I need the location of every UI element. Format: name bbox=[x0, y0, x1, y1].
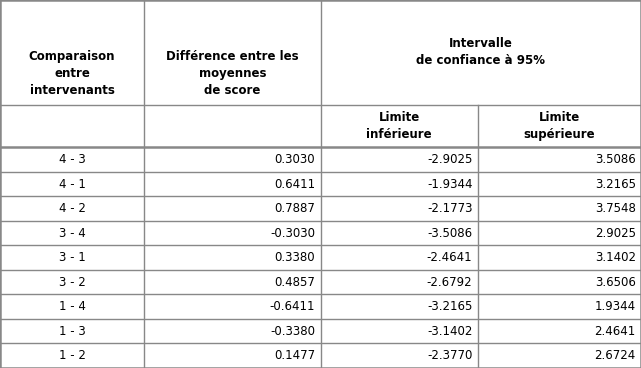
Text: -2.3770: -2.3770 bbox=[427, 349, 472, 362]
Text: 3 - 2: 3 - 2 bbox=[59, 276, 85, 289]
Text: 3.1402: 3.1402 bbox=[595, 251, 636, 264]
Text: 1.9344: 1.9344 bbox=[595, 300, 636, 313]
Text: -2.9025: -2.9025 bbox=[427, 153, 472, 166]
Text: 0.4857: 0.4857 bbox=[274, 276, 315, 289]
Text: 0.6411: 0.6411 bbox=[274, 177, 315, 191]
Text: -3.2165: -3.2165 bbox=[427, 300, 472, 313]
Text: 3.6506: 3.6506 bbox=[595, 276, 636, 289]
Text: 3 - 1: 3 - 1 bbox=[59, 251, 85, 264]
Text: -2.1773: -2.1773 bbox=[427, 202, 472, 215]
Text: Comparaison
entre
intervenants: Comparaison entre intervenants bbox=[29, 50, 115, 97]
Text: 0.1477: 0.1477 bbox=[274, 349, 315, 362]
Text: 3.2165: 3.2165 bbox=[595, 177, 636, 191]
Text: Intervalle
de confiance à 95%: Intervalle de confiance à 95% bbox=[416, 38, 545, 67]
Text: -0.3380: -0.3380 bbox=[271, 325, 315, 338]
Text: 3.5086: 3.5086 bbox=[595, 153, 636, 166]
Text: 2.9025: 2.9025 bbox=[595, 227, 636, 240]
Text: Limite
supérieure: Limite supérieure bbox=[524, 111, 595, 141]
Text: -2.4641: -2.4641 bbox=[427, 251, 472, 264]
Text: -0.6411: -0.6411 bbox=[270, 300, 315, 313]
Text: 4 - 2: 4 - 2 bbox=[59, 202, 85, 215]
Text: -3.5086: -3.5086 bbox=[428, 227, 472, 240]
Text: 0.3380: 0.3380 bbox=[275, 251, 315, 264]
Text: 0.7887: 0.7887 bbox=[274, 202, 315, 215]
Text: -0.3030: -0.3030 bbox=[271, 227, 315, 240]
Text: 1 - 2: 1 - 2 bbox=[59, 349, 85, 362]
Text: 0.3030: 0.3030 bbox=[275, 153, 315, 166]
Text: 2.4641: 2.4641 bbox=[595, 325, 636, 338]
Text: 1 - 3: 1 - 3 bbox=[59, 325, 85, 338]
Text: 4 - 1: 4 - 1 bbox=[59, 177, 85, 191]
Text: 3.7548: 3.7548 bbox=[595, 202, 636, 215]
Text: -2.6792: -2.6792 bbox=[427, 276, 472, 289]
Text: 3 - 4: 3 - 4 bbox=[59, 227, 85, 240]
Text: Limite
inférieure: Limite inférieure bbox=[366, 111, 432, 141]
Text: Différence entre les
moyennes
de score: Différence entre les moyennes de score bbox=[166, 50, 299, 97]
Text: -1.9344: -1.9344 bbox=[427, 177, 472, 191]
Text: -3.1402: -3.1402 bbox=[427, 325, 472, 338]
Text: 1 - 4: 1 - 4 bbox=[59, 300, 85, 313]
Text: 2.6724: 2.6724 bbox=[595, 349, 636, 362]
Text: 4 - 3: 4 - 3 bbox=[59, 153, 85, 166]
